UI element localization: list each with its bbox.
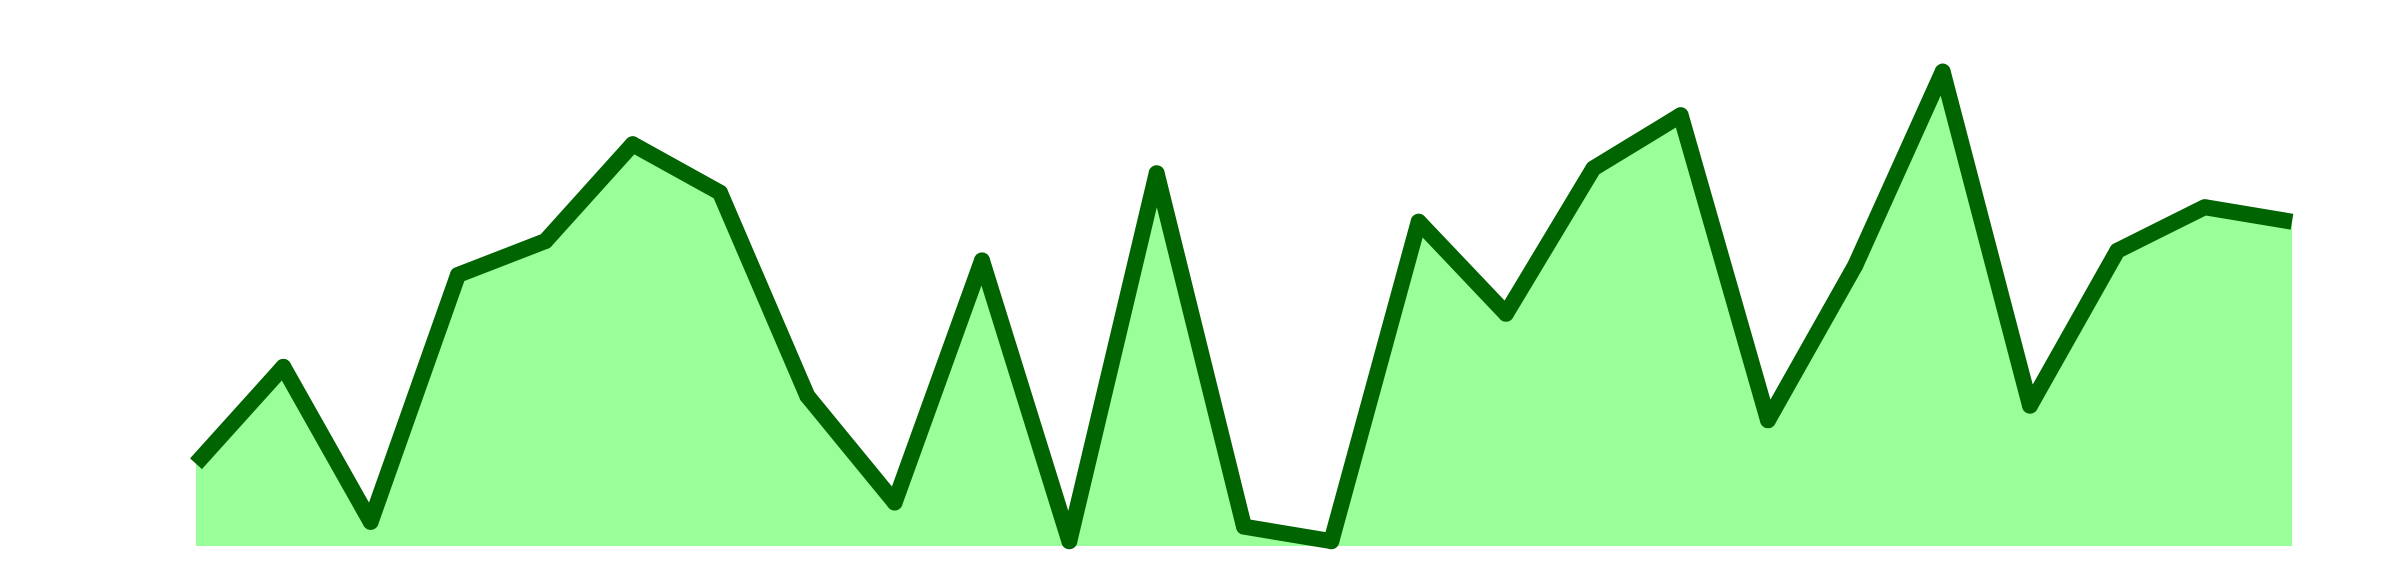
data-point	[1410, 213, 1427, 230]
data-point	[712, 184, 728, 201]
data-point	[624, 136, 641, 153]
data-point	[1148, 165, 1165, 182]
data-point	[1672, 107, 1689, 124]
data-point	[1847, 257, 1864, 274]
data-point	[537, 233, 554, 250]
data-point	[2109, 242, 2126, 259]
data-point	[2022, 397, 2038, 414]
data-point	[886, 494, 903, 511]
data-point	[799, 387, 816, 404]
data-point	[974, 252, 990, 269]
data-point	[1236, 518, 1252, 535]
data-point	[450, 266, 466, 283]
area-fill	[196, 71, 2292, 547]
data-point	[1934, 63, 1951, 80]
data-point	[362, 513, 379, 530]
data-point	[1585, 160, 1602, 177]
data-point	[1323, 533, 1340, 550]
points-layer	[275, 63, 2213, 550]
data-point	[275, 358, 292, 375]
data-point	[2196, 199, 2213, 216]
area-layer	[196, 71, 2292, 547]
data-point	[1760, 412, 1776, 429]
data-point	[1498, 305, 1514, 322]
data-point	[1061, 533, 1078, 550]
